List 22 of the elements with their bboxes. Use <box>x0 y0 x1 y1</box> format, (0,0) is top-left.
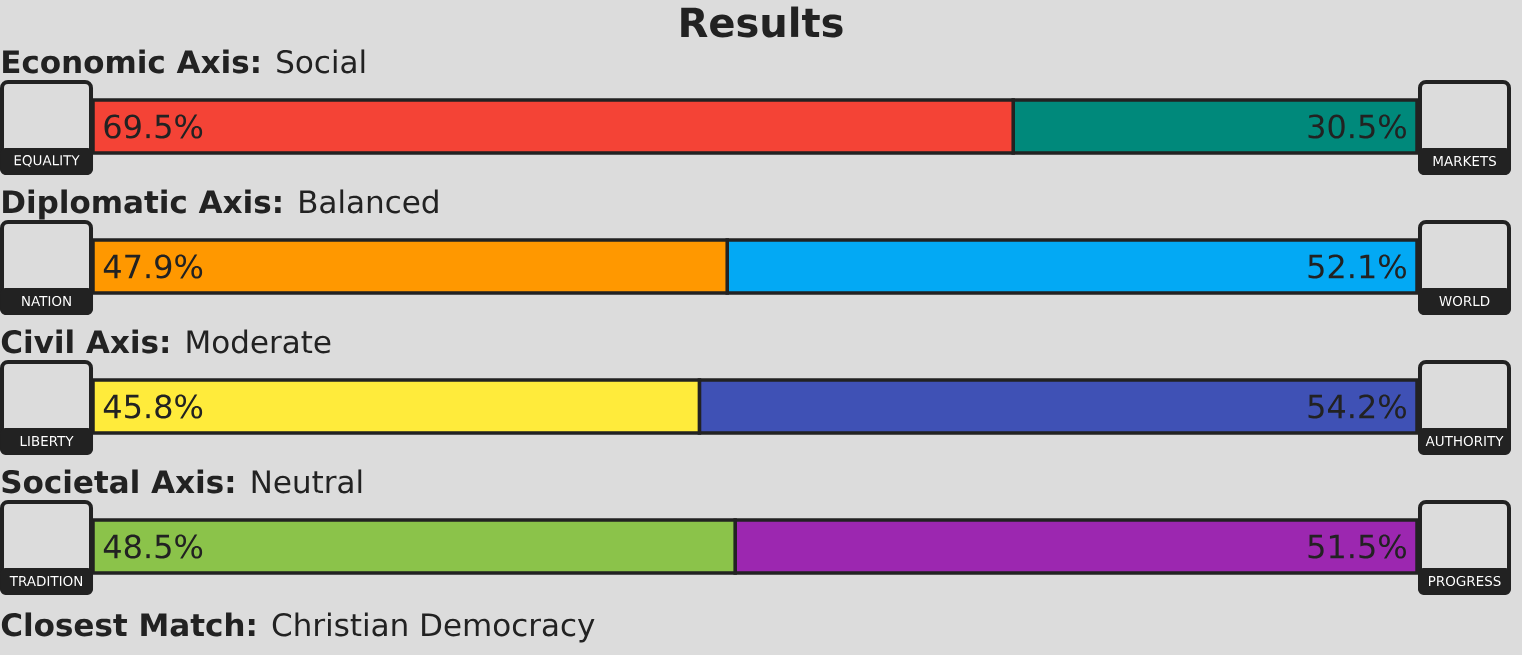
text: Closest Match: Christian Democracy <box>1 612 595 643</box>
chart-subtitle: Diplomatic Axis: Balanced <box>3 189 438 220</box>
data-label: 45.8% <box>103 394 203 419</box>
series-label: LIBERTY <box>20 436 74 446</box>
series-label: PROGRESS <box>1429 575 1501 587</box>
series-label: MARKETS <box>1433 155 1496 167</box>
chart-subtitle: Civil Axis: Moderate <box>1 329 331 354</box>
series-label: AUTHORITY <box>1425 435 1504 447</box>
data-label: 51.5% <box>1308 534 1406 559</box>
data-label: 54.2% <box>1308 394 1406 419</box>
chart-subtitle: Economic Axis: Social <box>3 49 365 74</box>
series-label: TRADITION <box>9 575 82 587</box>
data-label: 52.1% <box>1308 254 1406 279</box>
chart-subtitle: Societal Axis: Neutral <box>2 469 362 494</box>
chart-title: Results <box>681 6 843 38</box>
data-label: 47.9% <box>103 254 203 279</box>
series-label: NATION <box>22 295 71 307</box>
series-label: EQUALITY <box>14 155 80 167</box>
data-label: 48.5% <box>103 534 203 559</box>
data-label: 69.5% <box>104 114 203 139</box>
data-label: 30.5% <box>1308 114 1406 139</box>
series-label: WORLD <box>1439 295 1490 307</box>
